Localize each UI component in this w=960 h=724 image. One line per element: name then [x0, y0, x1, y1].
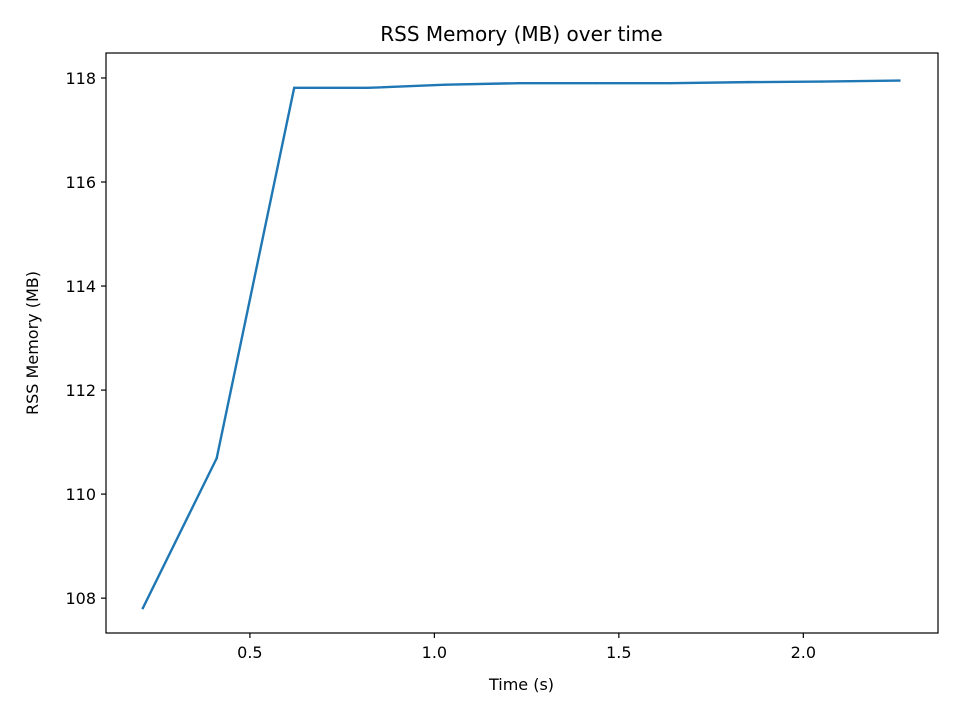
- y-tick-label: 114: [65, 277, 96, 296]
- data-point: [292, 86, 296, 90]
- data-point: [669, 81, 672, 85]
- x-axis-ticks: 0.5 1.0 1.5 2.0: [237, 633, 816, 662]
- x-tick-label: 1.0: [422, 643, 447, 662]
- y-axis-label: RSS Memory (MB): [23, 271, 42, 415]
- chart-title: RSS Memory (MB) over time: [380, 22, 662, 46]
- data-point: [820, 80, 823, 83]
- y-tick-label: 110: [65, 485, 96, 504]
- y-tick-label: 108: [65, 589, 96, 608]
- x-axis-label: Time (s): [488, 675, 554, 694]
- y-tick-label: 118: [65, 69, 96, 88]
- x-tick-label: 1.5: [606, 643, 631, 662]
- x-tick-label: 2.0: [791, 643, 816, 662]
- data-point: [898, 79, 901, 82]
- data-point: [366, 86, 370, 90]
- x-tick-label: 0.5: [237, 643, 262, 662]
- y-axis-ticks: 108 110 112 114 116 118: [65, 69, 106, 608]
- data-point: [746, 80, 750, 84]
- data-point: [215, 457, 218, 460]
- data-point: [595, 81, 598, 85]
- y-tick-label: 116: [65, 173, 96, 192]
- points-layer: [141, 79, 901, 610]
- data-point: [141, 606, 145, 610]
- data-point: [518, 81, 521, 85]
- plot-area-frame: [105, 52, 939, 634]
- y-tick-label: 112: [65, 381, 96, 400]
- data-point: [444, 83, 447, 86]
